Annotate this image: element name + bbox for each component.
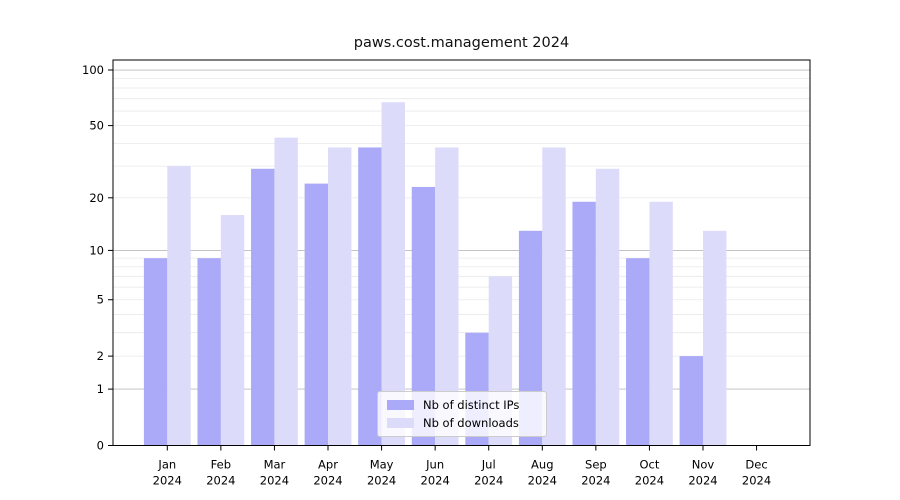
bar-distinct-ips-Jun (411, 186, 436, 446)
x-tick-label-month: Nov (692, 458, 715, 472)
x-tick-label-year: 2024 (742, 474, 771, 488)
x-tick-label-year: 2024 (313, 474, 342, 488)
x-tick-label-month: May (370, 458, 394, 472)
x-tick-label-month: Apr (318, 458, 338, 472)
legend-swatch-downloads-icon (387, 418, 414, 429)
x-tick-label-month: Mar (264, 458, 286, 472)
x-tick-label-month: Feb (211, 458, 231, 472)
x-tick-label-year: 2024 (581, 474, 610, 488)
chart-title: paws.cost.management 2024 (353, 35, 570, 51)
bar-downloads-May (381, 102, 405, 446)
x-tick-label-year: 2024 (421, 474, 450, 488)
x-tick-label-month: Jun (425, 458, 444, 472)
y-tick-label: 1 (97, 382, 104, 396)
bar-distinct-ips-Mar (251, 168, 275, 446)
x-tick-label-year: 2024 (528, 474, 557, 488)
bar-distinct-ips-Sep (572, 201, 596, 446)
x-tick-label-month: Jan (157, 458, 176, 472)
y-tick-label: 10 (89, 243, 104, 257)
bar-downloads-Nov (703, 230, 727, 446)
x-tick-label-year: 2024 (688, 474, 717, 488)
plot-border (112, 59, 811, 446)
bar-distinct-ips-Oct (626, 258, 650, 446)
y-tick-label: 100 (82, 63, 104, 77)
x-tick-label-month: Oct (639, 458, 659, 472)
legend: Nb of distinct IPs Nb of downloads (377, 391, 547, 437)
x-tick-label-year: 2024 (153, 474, 182, 488)
y-tick-label: 2 (97, 349, 104, 363)
bar-downloads-Mar (274, 137, 298, 446)
bar-downloads-Oct (649, 201, 673, 446)
legend-label-downloads: Nb of downloads (423, 416, 519, 431)
x-tick-label-year: 2024 (206, 474, 235, 488)
legend-item-distinct-ips: Nb of distinct IPs (387, 397, 540, 413)
bar-distinct-ips-Apr (304, 183, 329, 446)
x-tick-label-month: Aug (531, 458, 553, 472)
legend-label-distinct-ips: Nb of distinct IPs (423, 397, 520, 412)
x-tick-label-year: 2024 (260, 474, 289, 488)
x-tick-label-year: 2024 (474, 474, 503, 488)
x-tick-label-month: Jul (481, 458, 496, 472)
bar-downloads-Feb (220, 214, 245, 446)
x-tick-label-month: Dec (745, 458, 767, 472)
bar-distinct-ips-Feb (197, 258, 221, 446)
legend-item-downloads: Nb of downloads (387, 415, 540, 431)
y-tick-label: 0 (97, 439, 104, 453)
y-tick-label: 20 (89, 191, 104, 205)
bar-distinct-ips-Nov (679, 356, 703, 446)
x-tick-label-year: 2024 (367, 474, 396, 488)
bar-downloads-Apr (328, 147, 352, 446)
x-tick-label-month: Sep (585, 458, 607, 472)
bar-downloads-Jun (435, 147, 459, 446)
y-tick-label: 5 (97, 293, 104, 307)
bar-downloads-Aug (542, 147, 566, 446)
legend-swatch-distinct-ips-icon (387, 399, 414, 410)
bar-downloads-Jan (167, 166, 191, 446)
x-tick-label-year: 2024 (635, 474, 664, 488)
bar-distinct-ips-May (358, 147, 382, 446)
y-tick-label: 50 (89, 119, 104, 133)
bar-distinct-ips-Jan (143, 258, 168, 446)
bar-downloads-Sep (595, 168, 620, 446)
